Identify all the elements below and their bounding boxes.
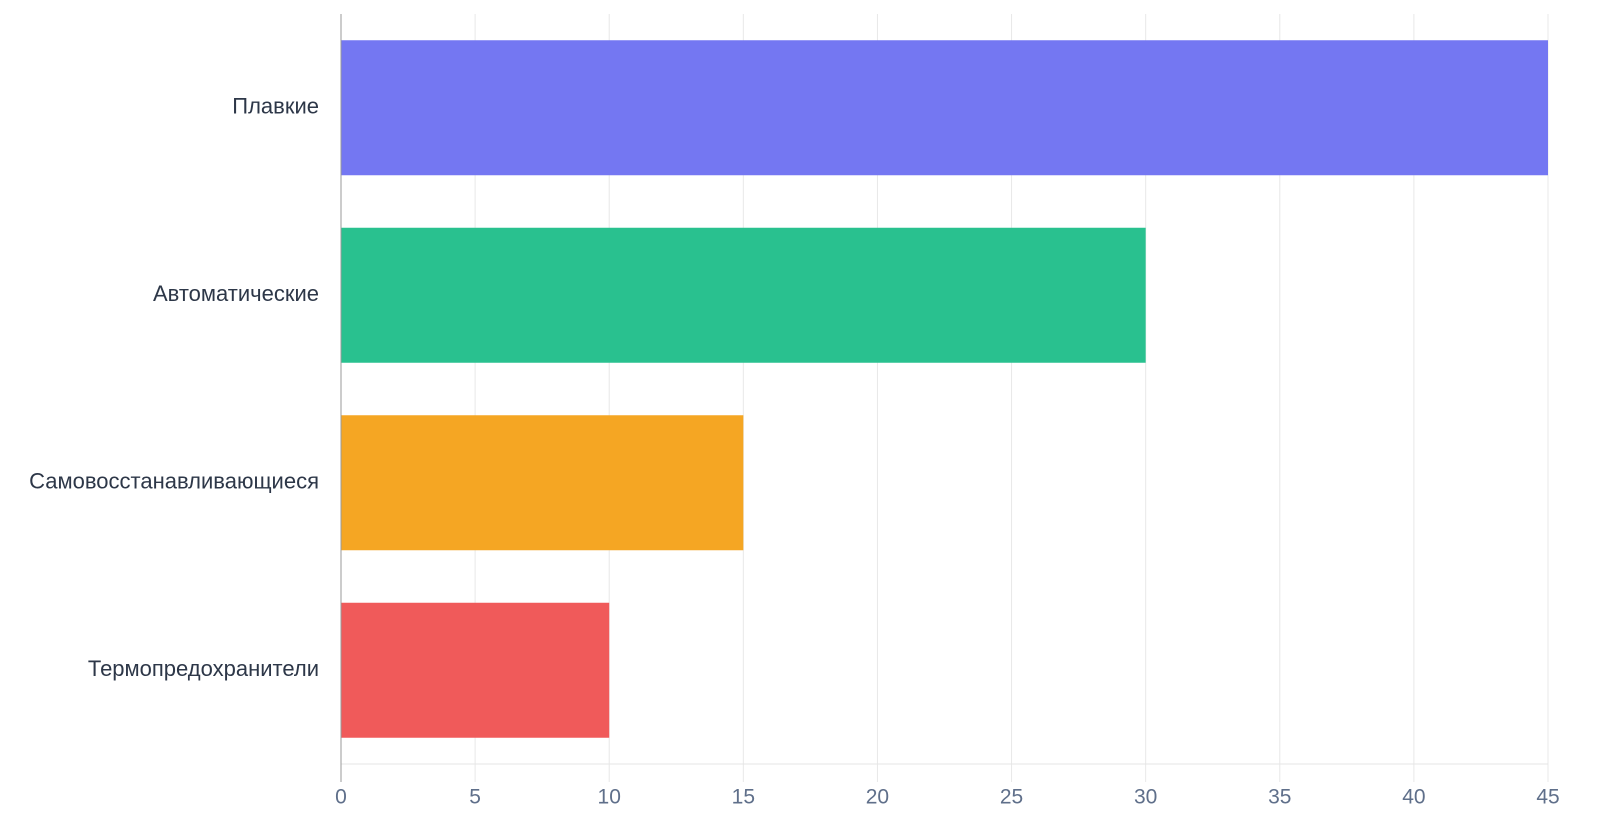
x-tick-label: 35 (1268, 786, 1291, 809)
x-tick-label: 40 (1402, 786, 1425, 809)
x-tick-label: 20 (866, 786, 889, 809)
x-tick-label: 30 (1134, 786, 1157, 809)
x-tick-label: 5 (469, 786, 481, 809)
bar (341, 602, 610, 738)
x-tick-label: 15 (732, 786, 755, 809)
x-tick-label: 45 (1536, 786, 1559, 809)
bar (341, 415, 744, 551)
x-tick-label: 10 (598, 786, 621, 809)
y-tick-label: Термопредохранители (88, 656, 319, 681)
bar (341, 40, 1548, 176)
bar (341, 227, 1146, 363)
x-tick-label: 25 (1000, 786, 1023, 809)
y-tick-label: Автоматические (153, 281, 319, 306)
y-tick-label: Плавкие (232, 94, 319, 119)
y-tick-label: Самовосстанавливающиеся (29, 469, 319, 494)
x-tick-label: 0 (335, 786, 347, 809)
